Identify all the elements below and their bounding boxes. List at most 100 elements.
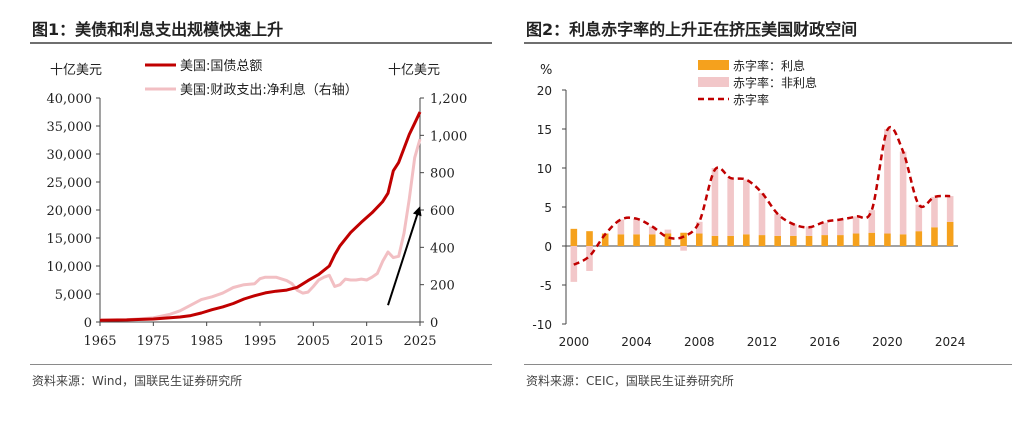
chart2-x-tick-label: 2024 xyxy=(935,335,966,349)
chart1-left-tick-label: 25,000 xyxy=(47,176,93,191)
chart2-bar-interest xyxy=(727,235,734,246)
chart2-bar-interest xyxy=(617,234,625,246)
chart2-x-tick-label: 2012 xyxy=(747,335,778,349)
chart1-left-tick-label: 10,000 xyxy=(47,260,93,275)
chart2-bar-non-interest xyxy=(586,246,593,271)
chart2-legend-interest-label: 赤字率：利息 xyxy=(733,58,805,73)
chart2-bar-non-interest xyxy=(946,196,954,222)
chart2-x-tick-label: 2020 xyxy=(872,335,903,349)
chart2-bar-interest xyxy=(899,234,907,246)
chart2-bar-non-interest xyxy=(868,210,876,233)
chart2-y-tick-label: 10 xyxy=(537,162,552,176)
chart2-bar-non-interest xyxy=(711,168,719,236)
chart2-bar-interest xyxy=(868,232,876,246)
chart2-bar-interest xyxy=(680,232,687,246)
chart1-left-tick-label: 0 xyxy=(84,316,92,331)
chart1-series-debt-line xyxy=(99,111,422,322)
chart1-x-tick-label: 2025 xyxy=(403,334,436,349)
chart2-y-tick-label: 0 xyxy=(544,240,552,254)
chart1-title-rule xyxy=(30,42,492,44)
chart2-bar-non-interest xyxy=(633,218,640,235)
chart1-series-interest-line xyxy=(99,138,422,322)
chart2-bar-interest xyxy=(837,235,844,246)
chart1-right-tick-label: 800 xyxy=(430,167,455,182)
chart1-right-tick-label: 1,000 xyxy=(430,129,467,144)
chart2-x-tick-label: 2016 xyxy=(809,335,840,349)
chart1-x-tick-label: 1965 xyxy=(83,334,116,349)
chart1-plot: 十亿美元 十亿美元 0 5,000 10,000 15,000 20,000 25,000… xyxy=(47,59,468,349)
chart1-left-tick-label: 30,000 xyxy=(47,148,93,163)
chart2-bar-non-interest xyxy=(852,216,860,234)
chart2-bar-non-interest xyxy=(805,226,813,236)
chart2-bar-interest xyxy=(695,233,703,246)
chart1-left-tick-label: 20,000 xyxy=(47,204,93,219)
chart2-bar-non-interest xyxy=(617,219,625,235)
chart1-x-tick-label: 2005 xyxy=(297,334,330,349)
chart2-y-tick-label: -10 xyxy=(532,318,552,332)
chart1-right-tick-label: 0 xyxy=(430,316,438,331)
chart2-series-total-line xyxy=(573,126,951,266)
chart1-title: 图1：美债和利息支出规模快速上升 xyxy=(32,20,284,39)
chart2-legend-interest-swatch xyxy=(698,60,729,70)
chart2-bar-non-interest xyxy=(695,221,703,234)
chart1-right-tick-label: 1,200 xyxy=(430,92,467,107)
chart1-left-unit: 十亿美元 xyxy=(50,63,102,78)
chart2-bar-non-interest xyxy=(821,222,829,236)
chart1-x-tick-label: 1995 xyxy=(243,334,276,349)
chart1-left-tick-label: 15,000 xyxy=(47,232,93,247)
chart2-bar-interest xyxy=(790,235,797,246)
chart2-y-tick-label: 5 xyxy=(544,201,552,215)
chart2-title: 图2：利息赤字率的上升正在挤压美国财政空间 xyxy=(526,20,858,39)
chart1-right-tick-label: 200 xyxy=(430,279,455,294)
chart2-bar-non-interest xyxy=(915,204,923,232)
chart2-title-rule xyxy=(524,42,1012,44)
chart2-bar-interest xyxy=(648,234,656,246)
chart1-x-tick-label: 1975 xyxy=(137,334,170,349)
chart2-source: 资料来源：CEIC，国联民生证券研究所 xyxy=(526,374,734,388)
chart2-x-tick-label: 2008 xyxy=(684,335,715,349)
chart2-bar-interest xyxy=(821,235,829,246)
chart1-x-tick-label: 1985 xyxy=(190,334,223,349)
chart2-bar-interest xyxy=(743,234,750,246)
chart2-bar-non-interest xyxy=(790,224,797,236)
chart2-bar-non-interest xyxy=(680,246,687,251)
chart1-trend-arrow-head xyxy=(412,206,422,217)
chart2-x-tick-label: 2004 xyxy=(621,335,652,349)
chart2-bar-interest xyxy=(774,235,781,246)
chart2-bar-non-interest xyxy=(837,218,844,236)
chart2-bar-non-interest xyxy=(884,129,891,234)
chart2-bar-interest xyxy=(664,233,672,246)
chart2-bar-non-interest xyxy=(664,229,672,234)
chart1-right-tick-label: 400 xyxy=(430,241,455,256)
chart2-bar-interest xyxy=(758,235,766,246)
chart1-left-tick-label: 35,000 xyxy=(47,120,93,135)
chart1-right-tick-label: 600 xyxy=(430,204,455,219)
chart2-bar-interest xyxy=(884,233,891,246)
chart2-bar-non-interest xyxy=(899,151,907,235)
chart2-y-tick-label: 15 xyxy=(537,123,552,137)
chart2-y-tick-label: -5 xyxy=(540,279,552,293)
chart2-bar-interest xyxy=(946,221,954,246)
chart1-left-tick-label: 40,000 xyxy=(47,92,93,107)
chart2-bar-interest xyxy=(601,233,609,246)
chart2-bar-interest xyxy=(570,228,578,246)
chart1-legend-debt-label: 美国:国债总额 xyxy=(180,59,262,74)
chart1-right-unit: 十亿美元 xyxy=(388,63,440,78)
chart2-plot: % -10 -5 0 5 10 15 20 2000 2004 2008 2012 2016 2020 2… xyxy=(532,58,966,349)
chart2-bar-interest xyxy=(586,231,593,246)
chart2-bar-interest xyxy=(633,234,640,246)
chart1-x-tick-label: 2015 xyxy=(350,334,383,349)
chart2-bar-non-interest xyxy=(743,179,750,235)
chart1-source: 资料来源：Wind，国联民生证券研究所 xyxy=(32,374,243,388)
chart2-bar-interest xyxy=(805,235,813,246)
chart2-bar-non-interest xyxy=(727,178,734,236)
chart1-panel: 图1：美债和利息支出规模快速上升 十亿美元 十亿美元 0 5,000 10,000 1… xyxy=(0,0,505,421)
chart2-bar-non-interest xyxy=(648,226,656,235)
chart1-left-tick-label: 5,000 xyxy=(55,288,92,303)
chart2-legend-non-interest-label: 赤字率：非利息 xyxy=(733,75,817,90)
chart1-legend-interest-label: 美国:财政支出:净利息（右轴） xyxy=(180,82,358,98)
chart2-bar-non-interest xyxy=(758,192,766,236)
chart2-bar-interest xyxy=(711,235,719,246)
chart2-panel: 图2：利息赤字率的上升正在挤压美国财政空间 % -10 -5 0 5 10 15 20 200… xyxy=(518,0,1024,421)
chart1-trend-arrow xyxy=(387,211,419,306)
